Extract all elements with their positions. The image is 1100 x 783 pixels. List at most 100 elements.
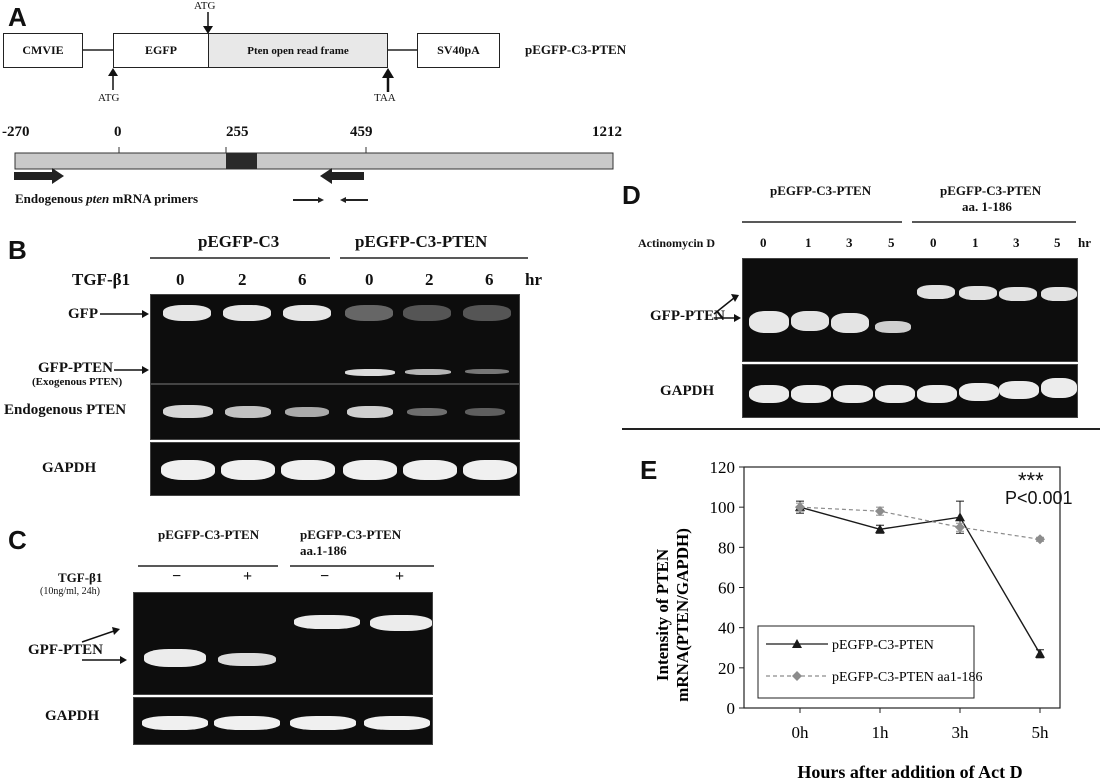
- pten-orf-box: Pten open read frame: [208, 33, 388, 68]
- primer-label-gene: pten: [86, 191, 110, 206]
- d-gel-main: [742, 258, 1078, 362]
- d-band: [749, 311, 789, 333]
- d-gapdh-band: [1041, 378, 1077, 398]
- y-tick-label: 40: [718, 619, 735, 638]
- pos-minus270: -270: [2, 124, 30, 140]
- atg-top-label: ATG: [194, 0, 216, 12]
- c-group1-label: pEGFP-C3-PTEN: [158, 527, 260, 542]
- c-group2-line1: pEGFP-C3-PTEN: [300, 527, 402, 542]
- b-group2-label: pEGFP-C3-PTEN: [355, 232, 488, 251]
- d-gapdh-band: [999, 381, 1039, 399]
- b-row-gapdh: GAPDH: [42, 460, 97, 476]
- b-endo-band: [465, 408, 505, 416]
- b-gfp-pten-band: [405, 369, 451, 375]
- chart-ylabel-line2: mRNA(PTEN/GAPDH): [673, 528, 692, 702]
- d-time: 1: [805, 235, 812, 250]
- d-time: 3: [846, 235, 853, 250]
- b-time-6a: 6: [298, 270, 307, 289]
- b-endo-band: [407, 408, 447, 416]
- d-time: 5: [888, 235, 895, 250]
- d-band: [917, 285, 955, 299]
- c-gapdh-band: [142, 716, 208, 730]
- d-group-underlines: [742, 221, 1076, 223]
- d-band: [1041, 287, 1077, 301]
- p-value: P<0.001: [1005, 488, 1073, 508]
- b-endo-band: [225, 406, 271, 418]
- b-gfp-band: [283, 305, 331, 321]
- c-sign-4: +: [395, 568, 405, 585]
- b-row-endo: Endogenous PTEN: [4, 402, 127, 418]
- b-gfp-pten-band: [345, 369, 395, 376]
- x-tick-label: 0h: [792, 723, 810, 742]
- b-row-gfp-pten: GFP-PTEN: [38, 360, 113, 376]
- d-band: [791, 311, 829, 331]
- d-unit-label: hr: [1078, 235, 1091, 250]
- c-gel-main: [133, 592, 433, 695]
- d-row-gfp-pten: GFP-PTEN: [650, 308, 725, 324]
- x-tick-label: 5h: [1032, 723, 1050, 742]
- b-gfp-band: [345, 305, 393, 321]
- d-gapdh-band: [833, 385, 873, 403]
- data-point: [955, 522, 965, 533]
- series-line-0: [799, 506, 1041, 655]
- b-row-gfp: GFP: [68, 306, 98, 322]
- data-point: [875, 524, 885, 534]
- c-gel-gapdh: [133, 697, 433, 745]
- panel-c-letter: C: [8, 525, 27, 555]
- b-time-2b: 2: [425, 270, 434, 289]
- c-treatment-label: TGF-β1: [58, 570, 103, 585]
- d-gapdh-band: [959, 383, 999, 401]
- data-point: [1035, 534, 1045, 545]
- primer-label-pre: Endogenous: [15, 191, 87, 206]
- c-gapdh-band: [290, 716, 356, 730]
- b-gfp-band: [223, 305, 271, 321]
- pos-459: 459: [350, 124, 373, 140]
- b-gapdh-band: [343, 460, 397, 480]
- b-group-underlines: [150, 257, 528, 259]
- b-gapdh-band: [281, 460, 335, 480]
- y-tick-label: 20: [718, 659, 735, 678]
- x-tick-label: 3h: [952, 723, 970, 742]
- taa-label: TAA: [374, 92, 396, 104]
- c-sign-1: −: [172, 568, 182, 585]
- b-gfp-pten-band: [465, 369, 509, 374]
- c-band: [218, 653, 276, 666]
- d-time: 0: [930, 235, 937, 250]
- b-endo-band: [347, 406, 393, 418]
- data-point: [795, 502, 805, 513]
- d-gel-gapdh: [742, 364, 1078, 418]
- c-sign-2: +: [243, 568, 253, 585]
- b-row-arrows: [100, 310, 149, 374]
- b-gel-endo: [150, 384, 520, 440]
- b-endo-band: [163, 405, 213, 418]
- d-band: [999, 287, 1037, 301]
- b-row-gfp-pten-sub: (Exogenous PTEN): [32, 376, 123, 388]
- y-tick-label: 80: [718, 538, 735, 557]
- y-tick-label: 120: [710, 458, 736, 477]
- c-row-gpf: GPF-PTEN: [28, 642, 103, 658]
- legend-marker: [792, 671, 802, 681]
- panel-e-letter: E: [640, 455, 658, 485]
- chart-xlabel: Hours after addition of Act D: [797, 762, 1022, 782]
- d-gapdh-band: [875, 385, 915, 403]
- pos-255: 255: [226, 124, 249, 140]
- panel-a-diagram: [14, 12, 614, 203]
- plasmid-label: pEGFP-C3-PTEN: [525, 42, 627, 57]
- chart-axes: 0 20 40 60 80 100 120 0h 1h 3h 5h: [710, 458, 1061, 742]
- cmvie-box: CMVIE: [3, 33, 83, 68]
- b-time-0b: 0: [365, 270, 374, 289]
- x-tick-label: 1h: [872, 723, 890, 742]
- c-sign-3: −: [320, 568, 330, 585]
- c-band: [294, 615, 360, 629]
- d-row-arrows: [713, 294, 741, 322]
- d-band: [875, 321, 911, 333]
- c-row-arrows: [81, 627, 127, 664]
- b-unit-label: hr: [525, 270, 542, 289]
- legend-box: [757, 625, 975, 699]
- sv40pa-box: SV40pA: [417, 33, 500, 68]
- data-point: [875, 506, 885, 517]
- panel-a-letter: A: [8, 2, 27, 32]
- b-gfp-band: [163, 305, 211, 321]
- d-row-gapdh: GAPDH: [660, 383, 715, 399]
- b-gapdh-band: [463, 460, 517, 480]
